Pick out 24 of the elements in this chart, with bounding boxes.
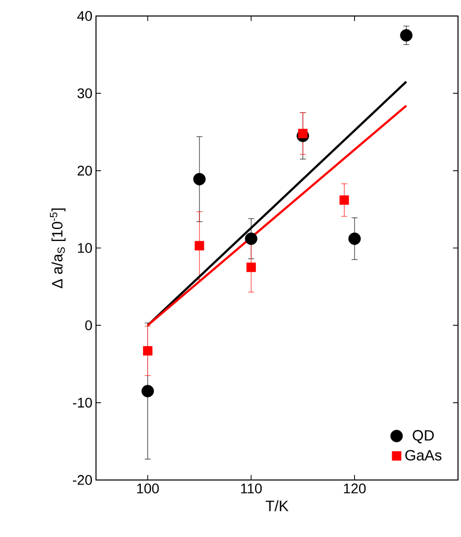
point: [246, 262, 256, 272]
legend-label: GaAs: [405, 450, 442, 461]
point: [298, 128, 308, 138]
y-tick-label: 30: [77, 88, 92, 98]
point: [348, 232, 361, 245]
y-tick-label: 10: [78, 243, 92, 253]
y-tick-label: 0: [85, 320, 92, 330]
y-tick-label: 40: [77, 11, 92, 21]
point: [143, 346, 152, 356]
point: [244, 232, 258, 245]
y-tick-label: 20: [78, 166, 92, 176]
x-axis-title: T/K: [266, 500, 288, 512]
point: [400, 29, 412, 42]
point: [193, 172, 206, 186]
point: [194, 240, 204, 250]
y-axis-title: Δ a/a$_{S}$ [10$^{-5}$]: [50, 208, 66, 288]
point: [142, 384, 154, 398]
point: [340, 195, 349, 205]
x-tick-label: 110: [241, 484, 262, 494]
legend-label: QD: [412, 430, 434, 444]
x-tick-label: 100: [137, 484, 159, 494]
y-tick-label: -20: [72, 475, 92, 485]
y-tick-label: -10: [72, 398, 92, 408]
x-tick-label: 120: [344, 484, 366, 494]
